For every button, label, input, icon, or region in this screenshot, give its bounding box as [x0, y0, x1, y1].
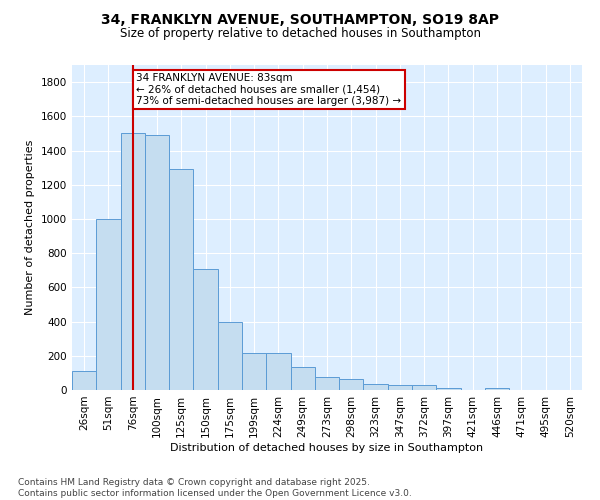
Bar: [266, 353, 290, 390]
X-axis label: Distribution of detached houses by size in Southampton: Distribution of detached houses by size …: [170, 442, 484, 452]
Bar: [218, 322, 242, 390]
Bar: [364, 384, 388, 390]
Bar: [412, 385, 436, 390]
Text: Size of property relative to detached houses in Southampton: Size of property relative to detached ho…: [119, 28, 481, 40]
Bar: [121, 134, 145, 390]
Bar: [485, 388, 509, 390]
Bar: [339, 379, 364, 390]
Text: Contains HM Land Registry data © Crown copyright and database right 2025.
Contai: Contains HM Land Registry data © Crown c…: [18, 478, 412, 498]
Bar: [72, 371, 96, 390]
Text: 34, FRANKLYN AVENUE, SOUTHAMPTON, SO19 8AP: 34, FRANKLYN AVENUE, SOUTHAMPTON, SO19 8…: [101, 12, 499, 26]
Bar: [436, 388, 461, 390]
Bar: [315, 377, 339, 390]
Y-axis label: Number of detached properties: Number of detached properties: [25, 140, 35, 315]
Text: 34 FRANKLYN AVENUE: 83sqm
← 26% of detached houses are smaller (1,454)
73% of se: 34 FRANKLYN AVENUE: 83sqm ← 26% of detac…: [136, 72, 401, 106]
Bar: [169, 170, 193, 390]
Bar: [388, 385, 412, 390]
Bar: [145, 135, 169, 390]
Bar: [96, 219, 121, 390]
Bar: [290, 367, 315, 390]
Bar: [193, 268, 218, 390]
Bar: [242, 353, 266, 390]
